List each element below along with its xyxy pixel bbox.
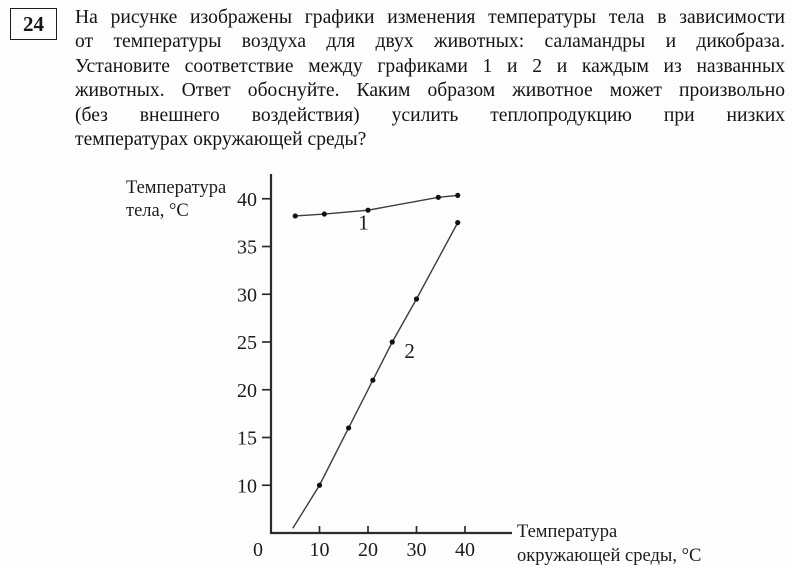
x-tick-label: 40	[455, 539, 475, 561]
x-origin-label: 0	[253, 539, 263, 561]
y-tick-label: 40	[237, 189, 257, 211]
series-line-2	[292, 222, 459, 529]
question-text: На рисунке изображены графики изменения …	[75, 6, 785, 152]
y-axis-title: тела, °C	[126, 201, 189, 221]
y-tick-label: 10	[237, 475, 257, 497]
series-2-marker	[346, 425, 352, 431]
y-tick-label: 15	[237, 428, 257, 450]
question-text-line: Установите соответствие между графиками …	[75, 55, 785, 77]
question-text-line: температурах окружающей среды?	[75, 129, 367, 151]
y-axis-title: Температура	[126, 178, 226, 198]
question-text-line: (без внешнего воздействия) усилить тепло…	[75, 104, 785, 126]
x-tick-label: 30	[407, 539, 427, 561]
y-tick-label: 20	[237, 380, 257, 402]
x-tick-label: 20	[358, 539, 378, 561]
y-tick-label: 35	[237, 237, 257, 259]
x-tick-label: 10	[310, 539, 330, 561]
y-tick-label: 30	[237, 284, 257, 306]
question-text-line: животных. Ответ обоснуйте. Каким образом…	[75, 80, 785, 102]
series-2-marker	[316, 482, 323, 488]
x-axis-title: Температура	[517, 522, 617, 542]
x-axis-title: окружающей среды, °C	[517, 546, 701, 566]
series-2-marker	[455, 220, 461, 226]
y-tick-label: 25	[237, 332, 257, 354]
series-line-1	[295, 194, 458, 217]
series-1-marker	[292, 213, 298, 219]
question-number: 24	[23, 11, 44, 36]
series-1-marker	[365, 207, 371, 213]
question-number-box: 24	[10, 8, 57, 40]
series-label-2: 2	[404, 339, 415, 363]
series-2-marker	[413, 296, 420, 302]
question-text-line: от температуры воздуха для двух животных…	[75, 31, 785, 53]
series-label-1: 1	[358, 210, 369, 234]
question-text-line: На рисунке изображены графики изменения …	[75, 7, 785, 28]
series-2-marker	[389, 339, 395, 345]
series-1-marker	[321, 211, 327, 217]
series-1-marker	[435, 194, 441, 200]
series-2-marker	[370, 377, 376, 383]
series-1-marker	[455, 192, 461, 199]
